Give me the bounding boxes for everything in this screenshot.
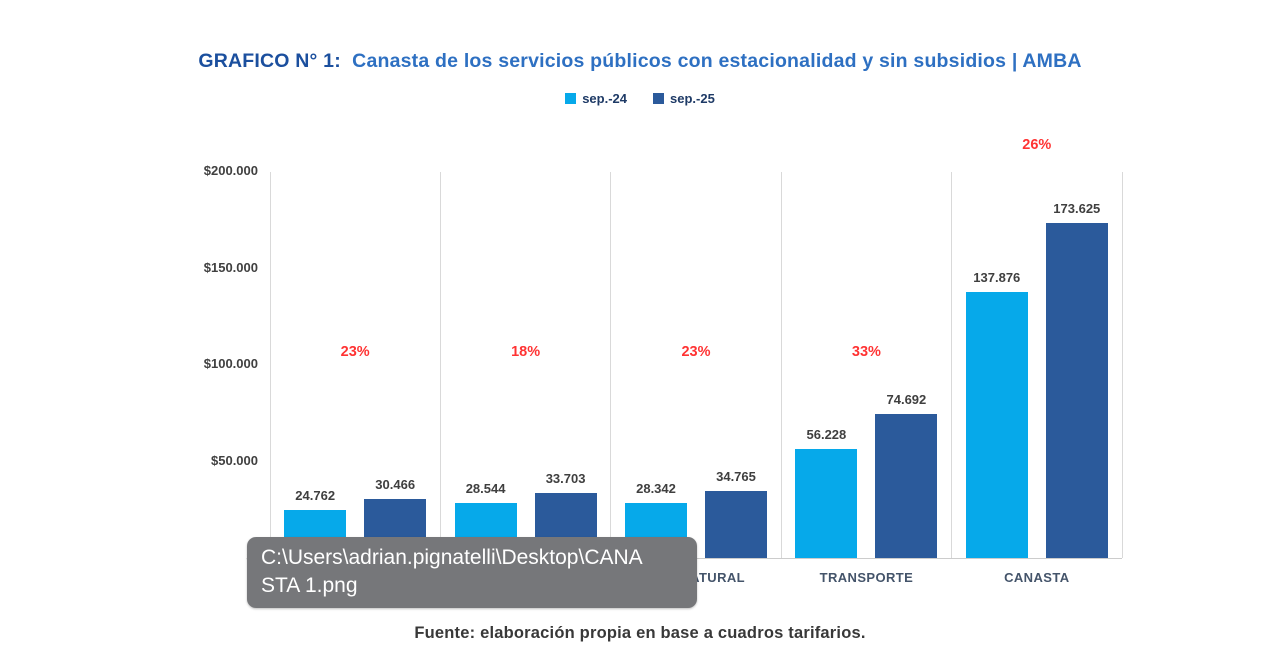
bar-sep25 xyxy=(875,413,938,558)
category-separator-gridline xyxy=(1121,172,1123,558)
legend-swatch-icon xyxy=(653,93,664,104)
source-note: Fuente: elaboración propia en base a cua… xyxy=(414,624,866,642)
legend-item: sep.-24 xyxy=(565,91,627,106)
y-axis-tick-label: $50.000 xyxy=(211,452,258,468)
file-path-tooltip: C:\Users\adrian.pignatelli\Desktop\CANA … xyxy=(247,537,697,608)
bar-value-label: 56.228 xyxy=(806,427,847,443)
category-separator-gridline xyxy=(610,172,612,558)
file-path-line-2: STA 1.png xyxy=(261,574,358,597)
bar-value-label: 33.703 xyxy=(545,470,586,486)
category-separator-gridline xyxy=(439,172,441,558)
y-axis-tick-label: $100.000 xyxy=(203,356,258,371)
category-label: CANASTA xyxy=(1004,570,1070,585)
legend-label: sep.-25 xyxy=(670,91,715,106)
file-path-line-1: C:\Users\adrian.pignatelli\Desktop\CANA xyxy=(261,546,643,569)
chart-title-prefix: GRAFICO N° 1: xyxy=(198,50,341,72)
bar-value-label: 173.625 xyxy=(1053,200,1101,216)
legend-item: sep.-25 xyxy=(653,91,715,106)
pct-increase-label: 23% xyxy=(681,344,711,360)
category-label: TRANSPORTE xyxy=(819,570,914,585)
y-axis-tick-label: $200.000 xyxy=(203,163,258,178)
bar-value-label: 34.765 xyxy=(716,468,756,484)
legend-swatch-icon xyxy=(565,93,577,104)
chart-legend: sep.-24 sep.-25 xyxy=(0,91,1280,106)
bar-value-label: 28.544 xyxy=(465,480,506,496)
pct-increase-label: 33% xyxy=(851,344,881,360)
pct-increase-label: 18% xyxy=(511,344,541,360)
pct-increase-label: 23% xyxy=(340,344,370,360)
bar-sep24 xyxy=(965,291,1028,558)
bar-sep25 xyxy=(705,490,767,558)
chart-title-text: Canasta de los servicios públicos con es… xyxy=(352,50,1082,72)
category-separator-gridline xyxy=(269,172,271,558)
bar-value-label: 28.342 xyxy=(636,481,676,497)
bar-value-label: 24.762 xyxy=(295,488,336,504)
bar-value-label: 137.876 xyxy=(973,269,1021,285)
pct-increase-label: 26% xyxy=(1022,137,1052,153)
chart-title: GRAFICO N° 1: Canasta de los servicios p… xyxy=(0,50,1280,73)
bar-sep24 xyxy=(795,449,858,558)
y-axis-tick-label: $150.000 xyxy=(203,259,258,275)
legend-label: sep.-24 xyxy=(582,91,627,106)
bar-value-label: 74.692 xyxy=(886,391,927,407)
category-separator-gridline xyxy=(951,172,953,558)
bar-value-label: 30.466 xyxy=(375,477,416,493)
y-axis-tick-label: $- xyxy=(118,549,258,564)
category-separator-gridline xyxy=(780,172,782,558)
bar-sep25 xyxy=(1045,222,1108,558)
